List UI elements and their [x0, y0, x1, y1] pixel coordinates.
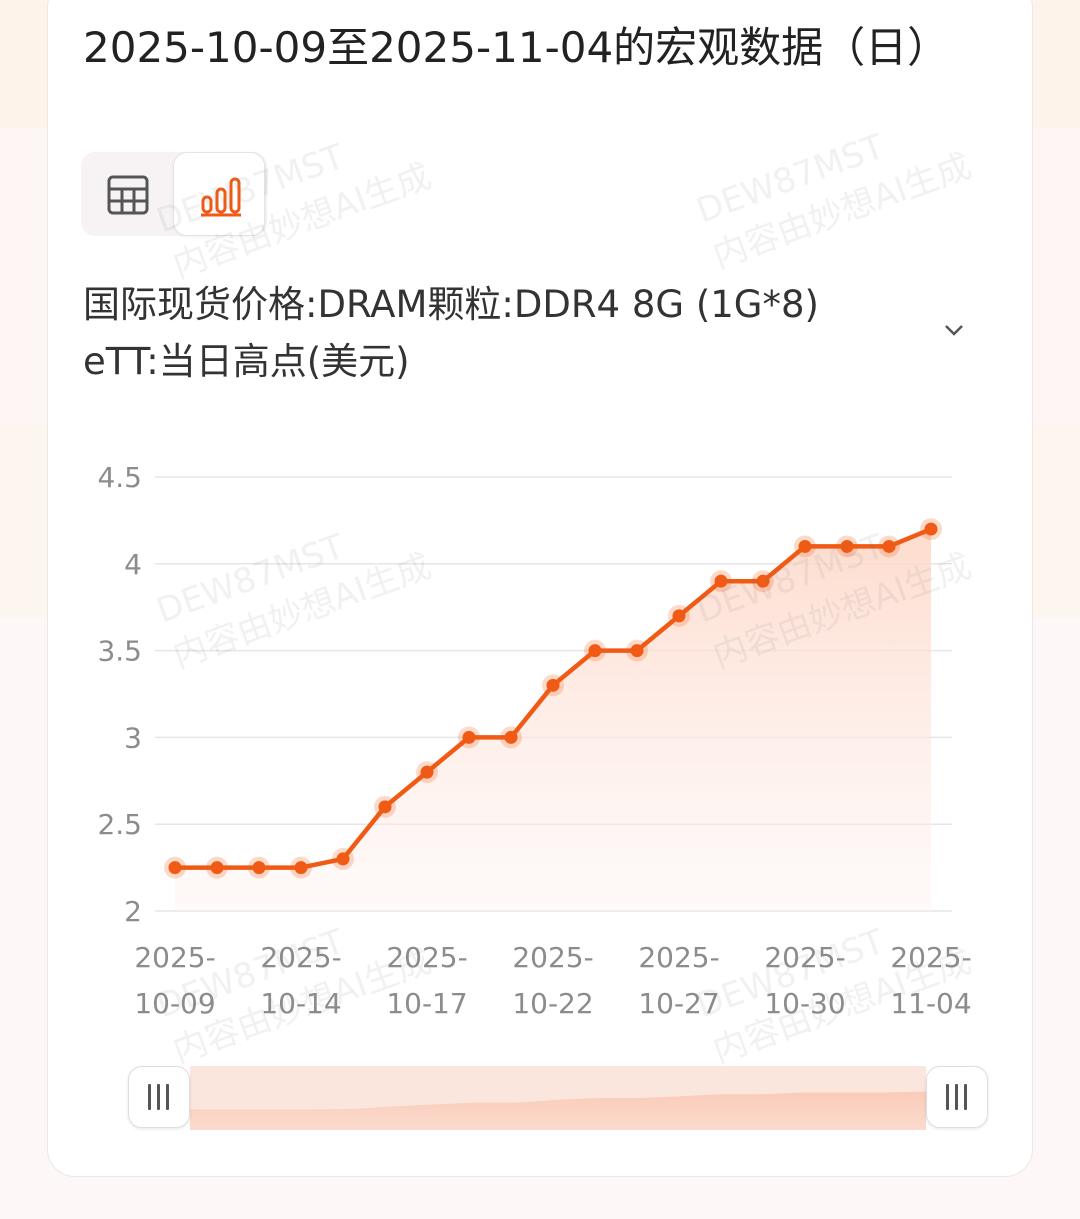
data-point[interactable] — [332, 847, 354, 870]
series-area — [175, 529, 931, 911]
data-point[interactable] — [668, 604, 690, 627]
x-tick-label: 2025-11-04 — [890, 941, 971, 1020]
x-tick-label: 2025-10-14 — [260, 941, 341, 1020]
data-point[interactable] — [164, 856, 186, 879]
chart-view-button[interactable] — [173, 152, 265, 236]
x-tick-label: 2025-10-09 — [134, 941, 215, 1020]
y-tick-label: 4 — [124, 548, 142, 581]
data-point[interactable] — [878, 535, 900, 558]
data-point[interactable] — [374, 795, 396, 818]
x-tick-label: 2025-10-30 — [764, 941, 845, 1020]
slider-preview — [190, 1091, 926, 1130]
range-slider[interactable] — [128, 1066, 990, 1130]
y-tick-label: 3.5 — [97, 635, 142, 668]
y-tick-label: 2 — [124, 895, 142, 928]
table-view-button[interactable] — [81, 152, 173, 236]
data-point[interactable] — [416, 761, 438, 784]
data-point[interactable] — [794, 535, 816, 558]
data-point[interactable] — [710, 570, 732, 593]
bar-chart-icon — [201, 177, 241, 217]
y-tick-label: 3 — [124, 721, 142, 754]
x-tick-label: 2025-10-22 — [512, 941, 593, 1020]
view-toggle — [81, 152, 267, 236]
x-tick-label: 2025-10-17 — [386, 941, 467, 1020]
y-tick-label: 4.5 — [97, 461, 142, 494]
slider-handle-left[interactable] — [128, 1066, 190, 1128]
x-tick-label: 2025-10-27 — [638, 941, 719, 1020]
data-point[interactable] — [836, 535, 858, 558]
data-point[interactable] — [752, 570, 774, 593]
indicator-label-line2: eTT:当日高点(美元) — [83, 340, 410, 383]
y-tick-label: 2.5 — [97, 808, 142, 841]
slider-handle-right[interactable] — [926, 1066, 988, 1128]
page-title: 2025-10-09至2025-11-04的宏观数据（日） — [83, 23, 950, 72]
data-point[interactable] — [626, 639, 648, 662]
data-point[interactable] — [584, 639, 606, 662]
indicator-selector[interactable]: 国际现货价格:DRAM颗粒:DDR4 8G (1G*8) eTT:当日高点(美元… — [83, 276, 903, 390]
data-point[interactable] — [458, 726, 480, 749]
chevron-down-icon[interactable] — [940, 316, 968, 344]
data-point[interactable] — [248, 856, 270, 879]
data-point[interactable] — [542, 674, 564, 697]
data-point[interactable] — [920, 518, 942, 541]
data-point[interactable] — [500, 726, 522, 749]
data-point[interactable] — [206, 856, 228, 879]
data-point[interactable] — [290, 856, 312, 879]
indicator-label-line1: 国际现货价格:DRAM颗粒:DDR4 8G (1G*8) — [83, 283, 819, 326]
table-icon — [107, 175, 149, 215]
